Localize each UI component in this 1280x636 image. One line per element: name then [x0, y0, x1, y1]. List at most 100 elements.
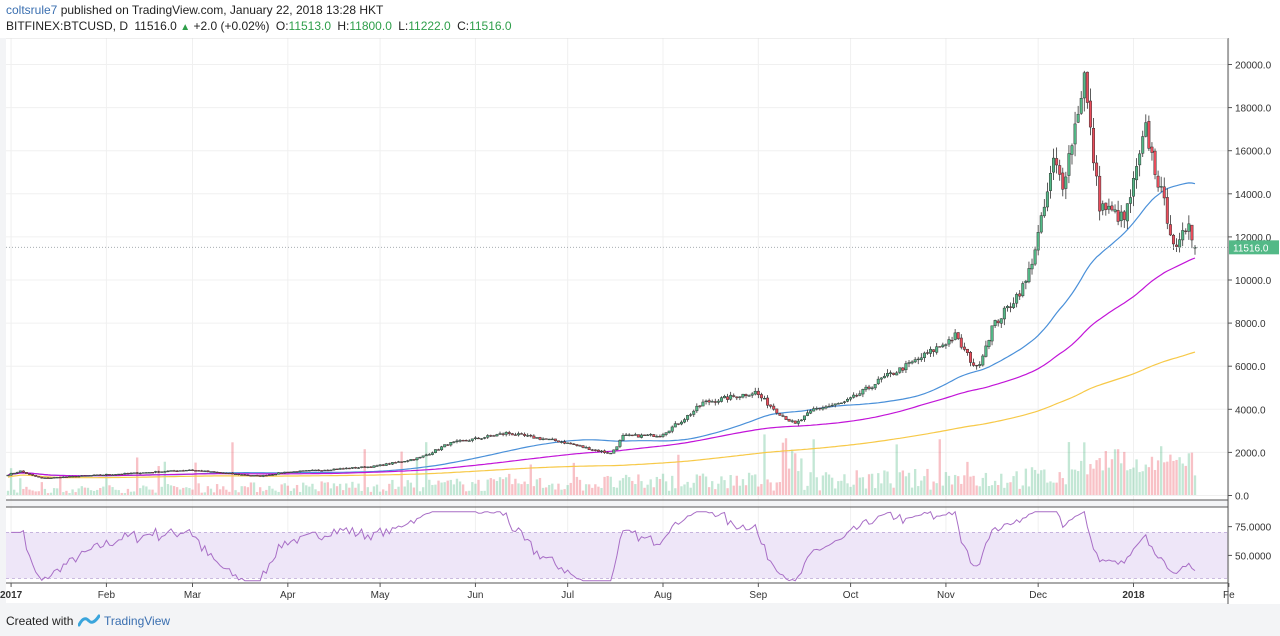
candle-body: [175, 470, 179, 472]
candle-body: [1181, 230, 1185, 241]
candle-body: [151, 472, 155, 474]
candle-body: [172, 470, 176, 472]
candle-body: [277, 472, 281, 475]
symbol-name[interactable]: BITFINEX:BTCUSD, D: [6, 19, 129, 33]
volume-bar: [452, 484, 456, 495]
volume-bar: [1147, 467, 1151, 495]
volume-bar: [68, 493, 71, 495]
volume-bar: [102, 486, 105, 495]
candle-body: [1119, 211, 1123, 222]
price-axis-pane[interactable]: [1228, 38, 1280, 604]
candle-body: [24, 472, 28, 474]
candle-body: [270, 474, 274, 476]
volume-bar: [849, 486, 852, 495]
volume-bar: [600, 487, 603, 495]
volume-bar: [818, 490, 822, 495]
candle-body: [1018, 293, 1022, 297]
volume-bar: [923, 476, 926, 495]
candle-body: [544, 438, 548, 440]
volume-bar: [913, 469, 917, 495]
close-label: C:: [457, 19, 470, 33]
candle-body: [1009, 306, 1012, 308]
price-chart[interactable]: 0.0 2000.0 4000.0 6000.0 8000.0 10000.0 12000.…: [0, 38, 1280, 604]
volume-bar: [212, 492, 216, 495]
volume-bar: [314, 489, 317, 495]
volume-bar: [541, 487, 545, 495]
volume-bar: [686, 481, 689, 495]
candle-body: [446, 444, 450, 446]
candle-body: [563, 441, 567, 444]
candle-body: [1141, 136, 1145, 154]
volume-bar: [683, 484, 686, 495]
volume-bar: [323, 482, 326, 495]
candle-body: [107, 474, 111, 476]
candle-body: [1187, 223, 1191, 232]
candle-body: [932, 349, 936, 352]
candle-body: [157, 471, 161, 473]
candle-body: [1171, 234, 1175, 245]
volume-bar: [729, 475, 732, 495]
candle-body: [83, 475, 87, 477]
volume-bar: [471, 482, 474, 495]
candle-body: [1107, 205, 1111, 210]
volume-bar: [1055, 482, 1058, 495]
candle-body: [120, 473, 124, 476]
volume-bar: [950, 484, 954, 495]
candle-body: [516, 433, 520, 436]
volume-bar: [1064, 484, 1068, 495]
volume-bar: [1163, 462, 1166, 495]
candle-body: [526, 435, 530, 437]
volume-bar: [498, 477, 502, 495]
volume-bar: [243, 486, 246, 495]
candle-body: [935, 346, 939, 353]
candle-body: [621, 435, 625, 441]
volume-bar: [34, 491, 37, 495]
volume-bar: [317, 491, 320, 495]
volume-bar: [535, 479, 539, 495]
tradingview-link[interactable]: TradingView: [104, 614, 171, 628]
volume-bar: [283, 483, 286, 495]
volume-bar: [766, 479, 769, 495]
author-link[interactable]: coltsrule7: [6, 3, 58, 17]
candle-body: [280, 472, 284, 474]
candle-body: [455, 440, 459, 442]
volume-bar: [277, 491, 280, 495]
time-axis-pane[interactable]: [6, 583, 1228, 603]
candle-body: [1005, 306, 1009, 309]
candle-body: [858, 393, 862, 396]
volume-bar: [120, 492, 123, 495]
volume-bar: [108, 485, 111, 495]
volume-bar: [640, 481, 643, 495]
volume-bar: [329, 488, 333, 495]
candle-body: [855, 395, 859, 397]
candle-body: [12, 472, 16, 475]
candle-body: [237, 473, 241, 475]
candle-body: [1168, 224, 1172, 236]
candle-body: [938, 346, 942, 348]
volume-bar: [920, 480, 923, 495]
volume-bar: [209, 488, 213, 495]
volume-bar: [508, 473, 511, 495]
volume-bar: [997, 485, 1000, 495]
volume-bar: [775, 482, 778, 495]
candle-body: [144, 472, 148, 474]
candle-body: [535, 437, 539, 439]
volume-bar: [917, 486, 920, 495]
time-tick-label: Jul: [561, 590, 574, 601]
candle-body: [52, 477, 56, 479]
volume-bar: [372, 486, 376, 495]
volume-bar: [332, 483, 336, 495]
volume-bar: [664, 481, 668, 495]
volume-bar: [354, 487, 357, 495]
candle-body: [747, 395, 751, 397]
price-tick-label: 4000.0: [1235, 405, 1266, 416]
candle-body: [876, 378, 880, 385]
tradingview-logo-icon[interactable]: [78, 612, 100, 628]
price-pane[interactable]: [6, 38, 1228, 500]
candle-body: [320, 470, 324, 472]
volume-bar: [1070, 469, 1074, 495]
volume-bar: [92, 490, 96, 495]
volume-bar: [160, 486, 163, 495]
candle-body: [1095, 162, 1099, 177]
candle-body: [415, 457, 419, 461]
